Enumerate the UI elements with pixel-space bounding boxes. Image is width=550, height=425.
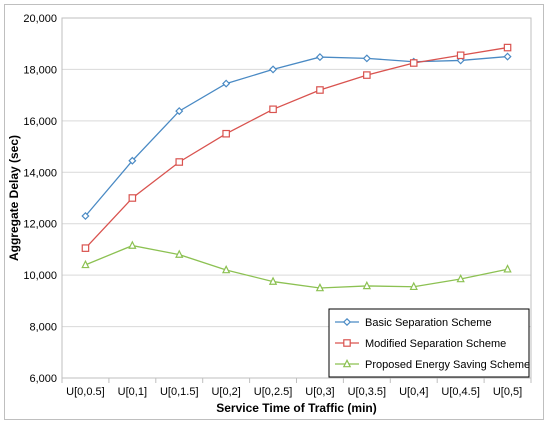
y-tick-label: 14,000 <box>23 167 57 179</box>
y-tick-label: 6,000 <box>29 373 57 385</box>
legend-label: Basic Separation Scheme <box>365 317 492 329</box>
legend-item: Proposed Energy Saving Scheme <box>335 358 530 371</box>
legend-item: Modified Separation Scheme <box>335 338 506 350</box>
series-line <box>85 244 508 289</box>
x-tick-label: U[0,5] <box>493 386 522 398</box>
x-tick-label: U[0,1.5] <box>160 386 199 398</box>
data-point <box>409 281 418 291</box>
legend: Basic Separation Scheme Modified Separati… <box>328 308 530 378</box>
data-point <box>362 54 371 63</box>
legend-label: Proposed Energy Saving Scheme <box>365 359 530 371</box>
legend-marker <box>342 358 352 368</box>
legend-marker <box>342 317 352 327</box>
series-2 <box>81 43 512 252</box>
data-point <box>456 273 465 283</box>
data-point <box>269 65 278 74</box>
legend-label: Modified Separation Scheme <box>365 338 506 350</box>
data-point <box>175 249 184 258</box>
data-point <box>316 86 324 94</box>
x-tick-label: U[0,0.5] <box>66 386 105 398</box>
series-3 <box>81 240 512 292</box>
series-line <box>84 55 508 217</box>
legend-box <box>328 308 530 378</box>
series-line <box>84 46 508 249</box>
y-tick-label: 8,000 <box>29 322 57 334</box>
data-point <box>268 276 278 285</box>
x-axis-title: Service Time of Traffic (min) <box>216 401 377 415</box>
data-point <box>362 280 372 290</box>
data-point <box>363 71 371 79</box>
x-tick-label: U[0,3.5] <box>348 386 387 398</box>
y-axis-title: Aggregate Delay (sec) <box>7 135 21 261</box>
y-tick-label: 10,000 <box>23 270 57 282</box>
legend-marker <box>343 339 351 347</box>
data-point <box>503 264 512 273</box>
data-point <box>128 194 137 202</box>
data-point <box>128 240 137 249</box>
data-point <box>175 107 184 116</box>
data-point <box>81 211 90 221</box>
series-lines <box>81 43 512 292</box>
legend-items: Basic Separation Scheme Modified Separati… <box>335 317 530 371</box>
x-tick-label: U[0,1] <box>118 386 147 398</box>
x-tick-label: U[0,4.5] <box>441 386 480 398</box>
legend-item: Basic Separation Scheme <box>335 317 492 329</box>
data-point <box>503 52 512 61</box>
data-point <box>222 129 230 138</box>
x-tick-label: U[0,2] <box>211 386 240 398</box>
data-point <box>409 59 418 67</box>
data-point <box>221 264 231 274</box>
y-tick-label: 16,000 <box>23 116 57 128</box>
x-tick-label: U[0,2.5] <box>254 386 293 398</box>
data-point <box>175 158 184 166</box>
data-point <box>503 43 512 52</box>
y-tick-label: 12,000 <box>23 219 57 231</box>
data-point <box>81 259 90 269</box>
series-1 <box>81 52 512 221</box>
x-tick-label: U[0,4] <box>399 386 428 398</box>
x-axis-ticks: U[0,0.5] U[0,1] U[0,1.5] U[0,2] U[0,2.5] U[0,… <box>61 378 532 398</box>
data-point <box>269 105 277 114</box>
data-point <box>315 53 324 62</box>
data-point <box>81 244 90 252</box>
y-axis-ticks: 6,000 8,000 10,000 12,000 14,000 16,000 18,000… <box>23 13 57 385</box>
y-tick-label: 20,000 <box>23 13 57 25</box>
y-tick-label: 18,000 <box>23 64 57 76</box>
data-point <box>222 79 231 88</box>
data-point <box>315 282 325 292</box>
data-point <box>456 51 465 60</box>
x-tick-label: U[0,3] <box>305 386 334 398</box>
data-point <box>128 156 137 165</box>
